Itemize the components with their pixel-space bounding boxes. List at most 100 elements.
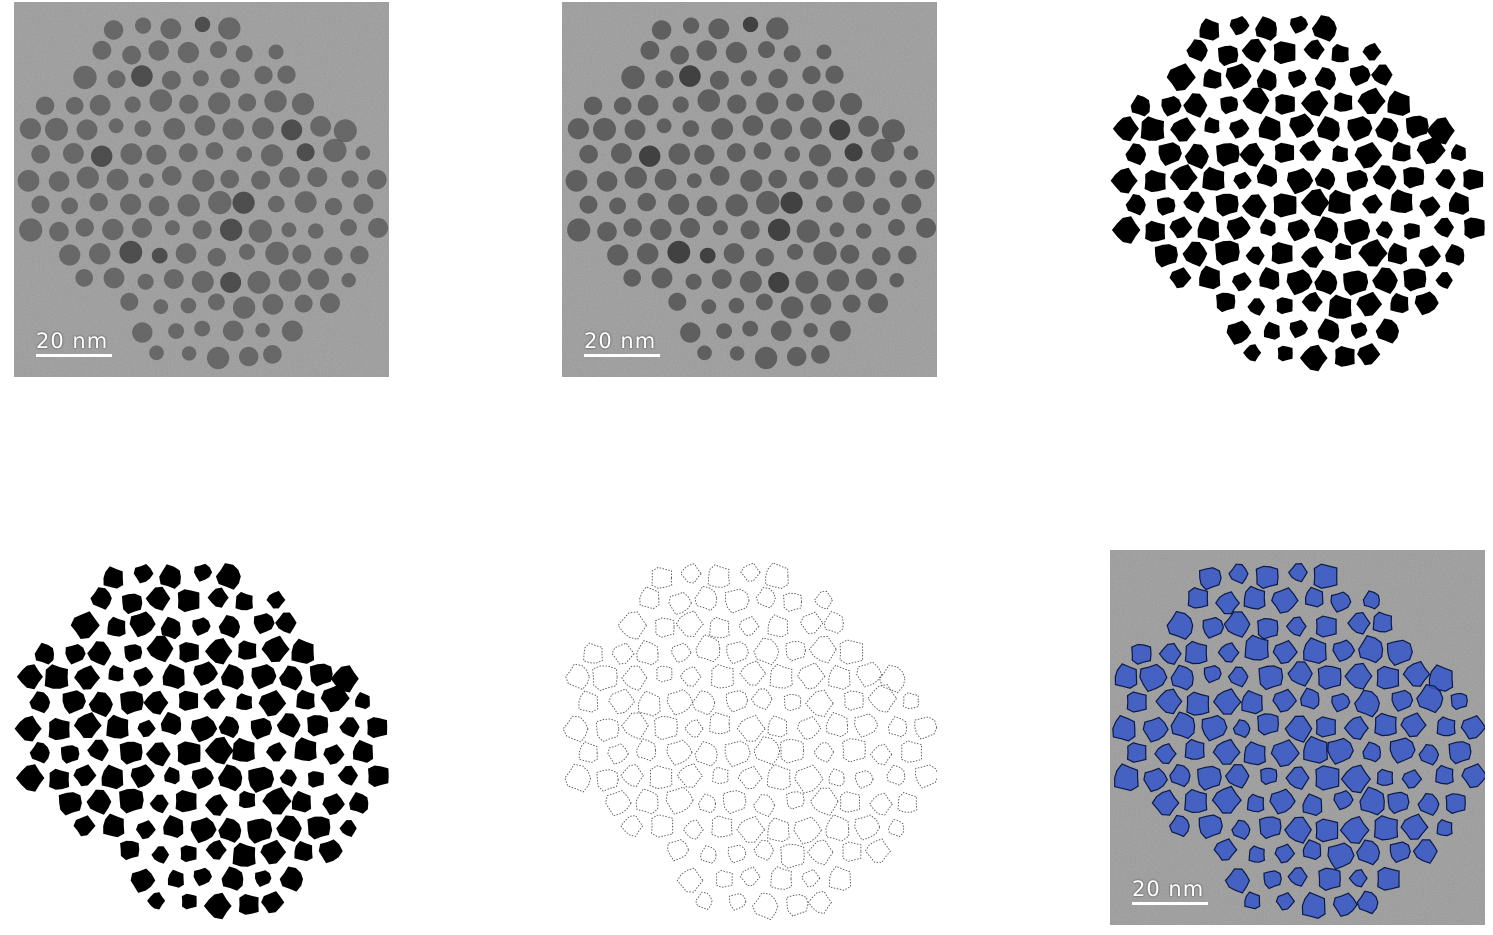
particle-mask [1299,344,1328,372]
particle-contour [724,740,751,768]
nanoparticle [668,292,687,311]
segmented-particle [1126,691,1147,713]
nanoparticle [168,323,185,339]
particle-mask [1199,18,1220,41]
particle-contour [856,661,883,688]
nanoparticle [709,166,730,186]
particle-mask [1331,43,1349,63]
particle-mask [1356,291,1383,317]
particle-mask [119,741,143,765]
particle-mask [203,688,226,709]
particle-mask [34,642,54,665]
nanoparticle [624,119,646,141]
nanoparticle [19,118,41,140]
particle-mask [1301,291,1323,312]
segmented-particle [1448,741,1472,765]
nanoparticle [872,197,891,216]
particle-mask [1203,68,1222,89]
segmented-particle [1339,815,1370,845]
particle-mask [1403,268,1427,292]
particle-mask [1239,142,1265,167]
nanoparticle [768,68,788,89]
nanoparticle [222,118,245,140]
segmented-particle [1348,869,1368,888]
segmented-particle [1224,868,1251,894]
particle-mask [191,767,214,790]
segmented-particle [1260,767,1278,786]
nanoparticle [161,70,181,90]
scale-bar-line [1132,902,1208,905]
particle-mask [1229,16,1250,36]
particle-mask [119,788,144,814]
segmented-particle [1139,663,1168,693]
particle-mask [181,893,197,910]
particle-mask [65,644,86,665]
particle-mask [1463,169,1484,191]
segmented-particle [1332,892,1358,917]
particle-mask [1233,171,1252,190]
nanoparticle [153,299,169,315]
particle-mask [1271,242,1293,265]
segmented-particle [1391,689,1414,712]
segmented-particle [1202,616,1225,639]
nanoparticle [368,217,389,238]
segmented-particle [1358,634,1384,664]
particle-mask [238,790,256,809]
particle-mask [296,689,315,710]
particle-mask [1259,267,1280,290]
particle-contour [736,815,766,843]
particle-mask [1111,216,1141,244]
nanoparticle [697,89,721,112]
panel-edge-contours [562,550,937,925]
particle-mask [44,664,69,689]
particle-mask [1183,191,1205,214]
segmented-particle [1170,664,1194,691]
segmented-particle [1215,591,1241,615]
nanoparticle [260,144,284,167]
nanoparticle [296,143,315,162]
nanoparticle [770,118,793,140]
particle-mask [251,664,277,690]
particle-contour [813,742,835,763]
particle-mask [1263,321,1280,340]
particle-mask [130,764,155,788]
segmented-particle [1255,565,1279,590]
segmented-particle [1272,688,1298,713]
segmented-particle [1389,841,1411,864]
particle-contour [621,665,648,691]
segmented-particle [1263,870,1282,890]
particle-contour [900,740,923,763]
nanoparticle [355,145,371,161]
segmented-particle [1184,640,1208,665]
segmented-particle [1436,716,1456,737]
nanoparticle [232,191,255,214]
nanoparticle [340,219,357,236]
particle-contour [739,866,761,887]
particle-mask [1199,265,1221,290]
particle-mask [177,741,201,766]
particle-mask [1414,291,1439,316]
particle-contour [839,791,861,813]
particle-mask [279,665,303,691]
nanoparticle [108,118,124,134]
particle-contour [729,893,747,911]
particle-mask [307,771,324,788]
segmented-particle [1227,666,1249,688]
nanoparticle [179,94,199,114]
nanoparticle [655,70,674,89]
nanoparticle [268,44,284,60]
particle-contour [635,788,659,815]
nanoparticle [621,65,645,90]
raw-tem-image [14,2,389,377]
segmented-particle [1317,665,1342,690]
particle-contour [753,637,780,666]
nanoparticle [697,345,712,361]
particle-contour [767,817,790,842]
particle-contour [738,616,760,636]
segmented-particle [1302,839,1322,861]
nanoparticle [208,190,232,215]
segmented-particle [1418,743,1440,766]
nanoparticle [89,243,111,265]
nanoparticle [251,170,271,190]
particle-contour [715,870,733,888]
